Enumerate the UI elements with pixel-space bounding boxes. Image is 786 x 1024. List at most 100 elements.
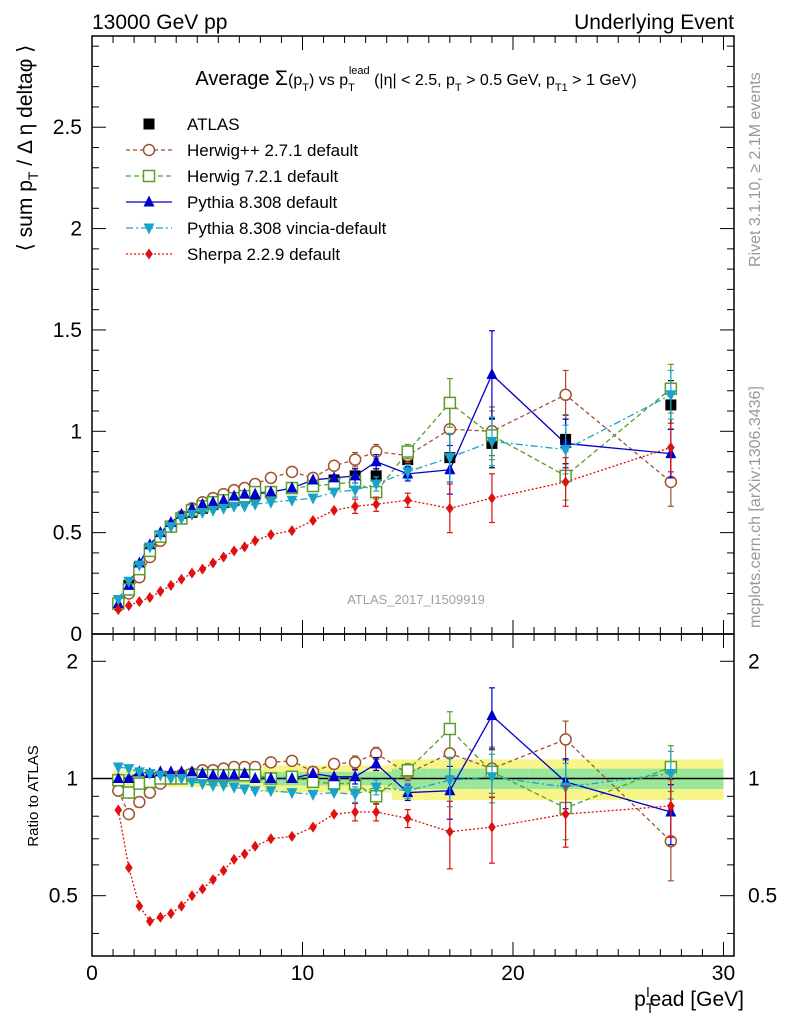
data-point	[218, 780, 230, 792]
ratio-panel: 0 10 20 30 0.5 0.5 1 1 2 2 Ratio to ATLAS pTlead …	[25, 633, 777, 1016]
data-point	[349, 789, 361, 801]
data-point	[667, 800, 675, 812]
data-point	[328, 471, 340, 483]
data-point	[219, 551, 228, 563]
data-point	[330, 808, 338, 820]
data-point	[402, 467, 414, 479]
legend: ATLAS Herwig++ 2.7.1 default Herwig 7.2.1 …	[126, 115, 387, 264]
data-point	[135, 900, 144, 912]
data-point	[265, 786, 277, 798]
data-point	[145, 248, 153, 260]
data-point	[327, 757, 341, 771]
header-left: 13000 GeV pp	[92, 11, 227, 34]
x-axis-label: pTlead [GeV]	[634, 984, 744, 1016]
data-point	[207, 780, 219, 792]
data-point	[133, 795, 146, 809]
data-point	[667, 442, 675, 454]
main-series-lines	[117, 373, 672, 611]
data-point	[267, 833, 275, 845]
data-point	[197, 507, 209, 519]
data-point	[265, 485, 277, 497]
data-point	[144, 768, 156, 780]
data-point	[133, 560, 145, 572]
data-point	[143, 223, 155, 235]
data-point	[240, 848, 249, 860]
data-point	[142, 169, 156, 183]
data-point	[486, 436, 498, 448]
data-point	[146, 915, 154, 927]
data-point	[488, 821, 496, 833]
data-point	[285, 465, 299, 479]
data-point	[230, 545, 238, 557]
header-right: Underlying Event	[574, 11, 734, 34]
data-point	[154, 770, 166, 782]
y-tick-label-right: 1	[748, 767, 760, 790]
data-point	[370, 757, 382, 769]
data-point	[401, 445, 414, 458]
x-tick-label: 10	[291, 962, 314, 985]
ratio-frame	[91, 633, 735, 957]
legend-label: Sherpa 2.2.9 default	[187, 245, 340, 264]
data-point	[114, 804, 123, 816]
data-point	[351, 500, 359, 512]
data-point	[124, 862, 133, 874]
data-point	[328, 487, 340, 499]
data-point	[249, 771, 261, 783]
data-point	[228, 489, 240, 501]
data-point	[135, 596, 144, 608]
data-point	[559, 388, 572, 402]
data-point	[156, 585, 165, 597]
data-point	[286, 771, 298, 783]
data-point	[444, 775, 456, 787]
analysis-label: ATLAS_2017_I1509919	[347, 592, 485, 607]
data-point	[209, 874, 217, 886]
data-point	[123, 764, 135, 776]
data-point	[328, 788, 340, 800]
data-point	[307, 766, 319, 778]
y-tick-label: 0.5	[49, 885, 78, 908]
data-point	[156, 911, 165, 923]
data-point	[328, 770, 340, 782]
y-tick-label: 1	[66, 767, 78, 790]
data-point	[309, 514, 317, 526]
data-point	[209, 557, 217, 569]
y-axis-label-ratio: Ratio to ATLAS	[25, 745, 42, 846]
legend-label: Herwig++ 2.7.1 default	[187, 141, 358, 160]
data-point	[351, 806, 359, 818]
data-point	[165, 522, 177, 534]
data-point	[560, 445, 572, 457]
data-point	[186, 509, 198, 521]
y-tick-label: 2	[66, 650, 78, 673]
data-point	[445, 826, 454, 838]
data-point	[218, 493, 230, 505]
data-point	[207, 495, 219, 507]
data-point	[288, 525, 296, 537]
data-point	[165, 773, 177, 785]
y-tick-label-right: 2	[748, 650, 760, 673]
data-point	[444, 453, 456, 465]
data-point	[186, 777, 198, 789]
data-point	[218, 503, 230, 515]
data-point	[307, 473, 319, 485]
data-point	[307, 789, 319, 801]
data-point	[198, 883, 207, 895]
data-point	[349, 485, 361, 497]
data-point	[228, 782, 240, 794]
data-point	[239, 784, 251, 796]
y-tick-label-right: 0.5	[748, 885, 777, 908]
data-point	[306, 775, 320, 789]
data-point	[370, 455, 382, 467]
y-tick-label: 2.5	[53, 116, 82, 139]
data-point	[286, 495, 298, 507]
x-tick-label: 30	[712, 962, 735, 985]
data-point	[175, 513, 187, 525]
main-axis-ticks: 0 0.5 1 1.5 2 2.5	[53, 36, 734, 646]
data-point	[142, 143, 156, 157]
data-point	[372, 806, 381, 818]
data-point	[146, 592, 154, 604]
data-point	[122, 807, 136, 821]
y-tick-label: 0.5	[53, 522, 82, 545]
ratio-axis-ticks: 0 10 20 30 0.5 0.5 1 1 2 2	[49, 634, 777, 985]
data-point	[177, 573, 186, 585]
